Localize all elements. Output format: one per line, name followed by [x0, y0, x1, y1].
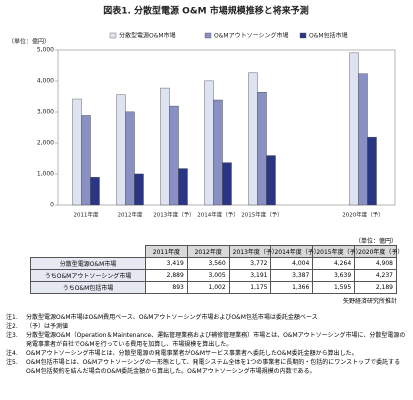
legend-swatch	[109, 32, 117, 39]
bar	[222, 162, 232, 206]
note-text: O&M包括市場とは、O&Mアウトソーシングの一形態として、発電システム全体を1つ…	[26, 359, 401, 375]
note-text: O&Mアウトソーシング市場とは、分散型電源の発電事業者がO&Mサービス事業者へ委…	[26, 350, 358, 357]
table-header: 2013年度（予）	[228, 245, 278, 258]
legend-label: 分散型電源O&M市場	[119, 32, 176, 40]
bar	[266, 155, 276, 206]
chart-title: 図表1. 分散型電源 O&M 市場規模推移と将来予測	[103, 5, 309, 17]
note-label: 注5.	[6, 359, 18, 366]
source: 矢野経済研究所推計	[342, 298, 397, 305]
y-tick-label: 5,000	[37, 47, 54, 54]
bar	[204, 80, 214, 206]
table-header: 2012年度	[186, 245, 230, 258]
bar	[125, 111, 135, 206]
chart: 図表1. 分散型電源 O&M 市場規模推移と将来予測 （単位：億円） 0 1,00…	[8, 5, 396, 219]
y-tick-label: 0	[50, 202, 54, 209]
note-label: 注4.	[6, 350, 18, 357]
y-tick-label: 2,000	[37, 140, 54, 147]
note: 注5. O&M包括市場とは、O&Mアウトソーシングの一形態として、発電システム全体…	[6, 358, 406, 376]
legend-swatch	[204, 32, 212, 39]
table-block: （単位：億円） 2011年度 2012年度 2013年度（予） 2014年度（予） 20…	[30, 236, 403, 305]
bar	[81, 115, 91, 206]
note-text: 分散型電源O&M市場はO&M費用ベース、O&Mアウトソーシング市場およびO&M包…	[26, 314, 318, 321]
y-tick-label: 1,000	[37, 171, 54, 178]
table-cell: 4,908	[354, 257, 397, 270]
table-corner	[30, 245, 146, 258]
bar	[358, 73, 368, 206]
table-row: うちO&Mアウトソーシング市場 2,889 3,005 3,191 3,387 3,639…	[30, 269, 397, 282]
table-cell: 3,005	[186, 269, 230, 282]
table-cell: 4,004	[270, 257, 314, 270]
note-text: （予）は予測値	[26, 323, 69, 330]
table-cell: 4,264	[312, 257, 356, 270]
note-text: 分散型電源O&M（Operation＆Maintenance、運転管理業務および…	[26, 332, 406, 348]
bar	[90, 177, 100, 206]
note-label: 注3.	[6, 332, 18, 339]
y-tick-label: 4,000	[37, 78, 54, 85]
x-tick-label: 2020年度（予）	[342, 211, 384, 219]
y-axis-unit: （単位：億円）	[8, 38, 50, 46]
table-cell: 2,189	[354, 281, 397, 294]
notes: 注1. 分散型電源O&M市場はO&M費用ベース、O&Mアウトソーシング市場およびO…	[6, 313, 406, 376]
bar	[367, 136, 377, 206]
bar	[160, 87, 170, 206]
table-cell: 2,889	[145, 269, 188, 282]
table-cell: 3,191	[228, 269, 272, 282]
bar	[257, 91, 267, 206]
bar	[213, 99, 223, 206]
bar	[72, 98, 82, 206]
table-cell: 4,237	[354, 269, 397, 282]
note: 注3. 分散型電源O&M（Operation＆Maintenance、運転管理業務…	[6, 331, 406, 349]
table-cell: 1,175	[228, 281, 272, 294]
table-cell: 1,595	[312, 281, 356, 294]
note-label: 注2.	[6, 323, 18, 330]
table-cell: 3,419	[145, 257, 188, 270]
table-row: 分散型電源O&M市場 3,419 3,560 3,772 4,004 4,264 4,908	[30, 257, 397, 270]
table-row: うちO&M包括市場 893 1,002 1,175 1,366 1,595 2,189	[30, 281, 397, 294]
x-tick-label: 2013年度（予）	[153, 211, 195, 219]
table-header: 2014年度（予）	[270, 245, 320, 258]
table-header-row: 2011年度 2012年度 2013年度（予） 2014年度（予） 2015年度（予） 2…	[30, 245, 403, 258]
bar	[134, 173, 144, 206]
table-cell: 3,772	[228, 257, 272, 270]
table-row-label: 分散型電源O&M市場	[30, 257, 146, 270]
bar	[116, 94, 126, 206]
table-cell: 3,387	[270, 269, 314, 282]
x-tick-label: 2015年度（予）	[241, 211, 283, 219]
note: 注4. O&Mアウトソーシング市場とは、分散型電源の発電事業者がO&Mサービス事業…	[6, 349, 406, 358]
table-cell: 1,366	[270, 281, 314, 294]
table-row-label: うちO&M包括市場	[30, 281, 146, 294]
table-cell: 3,639	[312, 269, 356, 282]
data-table: 2011年度 2012年度 2013年度（予） 2014年度（予） 2015年度（予） 2…	[30, 245, 403, 294]
bar	[169, 105, 179, 206]
table-header: 2020年度（予）	[354, 245, 403, 258]
table-cell: 893	[145, 281, 188, 294]
y-tick-label: 3,000	[37, 109, 54, 116]
table-header: 2015年度（予）	[312, 245, 362, 258]
table-row-label: うちO&Mアウトソーシング市場	[30, 269, 146, 282]
bar	[248, 72, 258, 206]
x-tick-label: 2014年度（予）	[197, 211, 239, 219]
legend-label: O&M包括市場	[309, 32, 348, 40]
x-tick-label: 2012年度	[118, 211, 143, 219]
note-label: 注1.	[6, 314, 18, 321]
x-tick-label: 2011年度	[74, 211, 99, 219]
note: 注2. （予）は予測値	[6, 322, 406, 331]
table-cell: 3,560	[186, 257, 230, 270]
bar	[178, 168, 188, 206]
legend-label: O&Mアウトソーシング市場	[214, 32, 288, 40]
bar	[349, 52, 359, 206]
legend-swatch	[299, 32, 307, 39]
table-unit: （単位：億円）	[354, 238, 397, 245]
table-header: 2011年度	[145, 245, 188, 258]
table-cell: 1,002	[186, 281, 230, 294]
note: 注1. 分散型電源O&M市場はO&M費用ベース、O&Mアウトソーシング市場およびO…	[6, 313, 406, 322]
